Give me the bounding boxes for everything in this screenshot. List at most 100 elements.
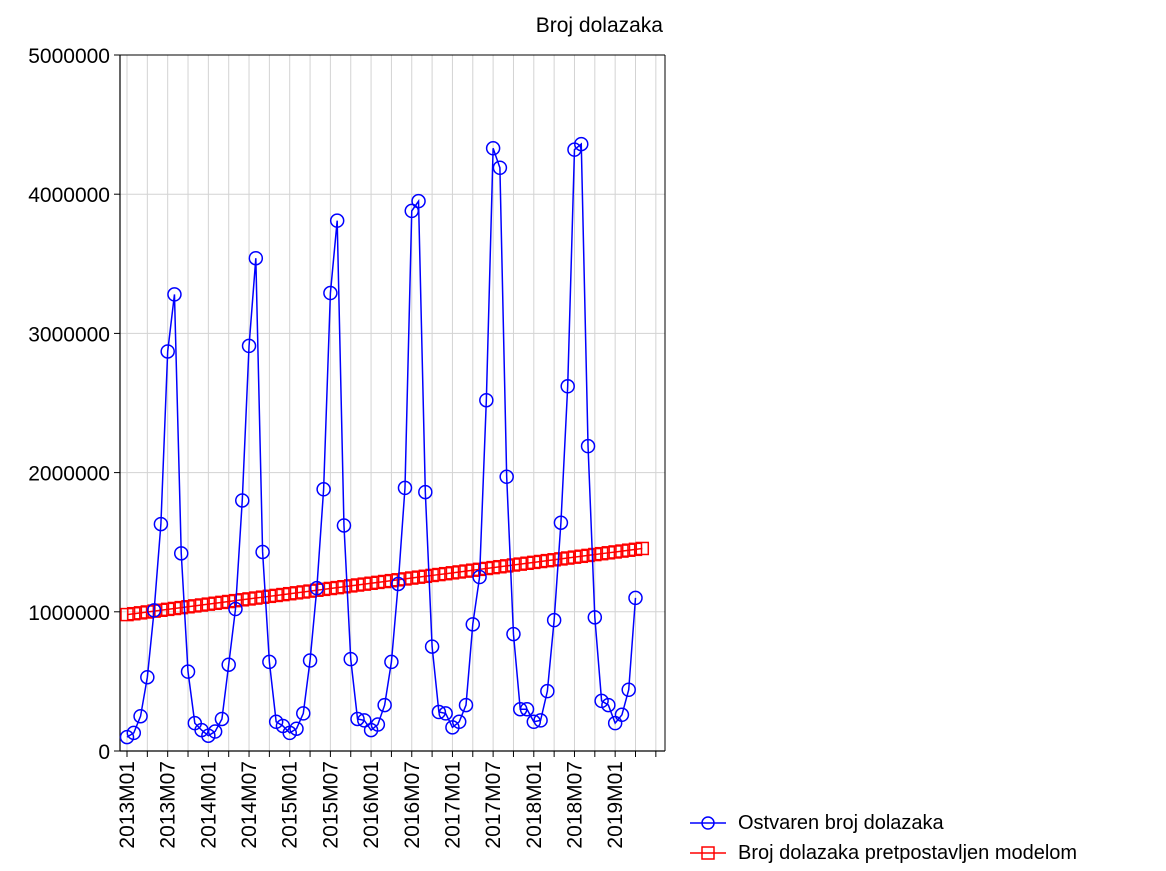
data-point-actual [370, 717, 386, 732]
data-point-model [262, 589, 277, 604]
series-line-model [126, 547, 643, 616]
data-point-actual [553, 515, 569, 530]
data-point-actual [621, 682, 636, 698]
data-point-model [411, 570, 426, 584]
data-point-model [418, 569, 433, 584]
data-point-model [635, 541, 650, 556]
data-point-actual [540, 683, 555, 699]
y-tick-label: 5000000 [28, 45, 110, 68]
data-point-model [364, 576, 378, 591]
data-point-model [547, 553, 561, 567]
data-point-actual [614, 707, 630, 723]
legend-label-actual: Ostvaren broj dolazaka [738, 811, 944, 834]
data-point-model [506, 558, 521, 572]
data-point-actual [587, 610, 603, 625]
data-point-model [201, 597, 216, 611]
x-tick-label: 2017M01 [441, 761, 464, 849]
data-point-actual [160, 344, 175, 359]
data-point-actual [146, 603, 162, 618]
data-point-actual [167, 287, 182, 302]
data-point-model [608, 545, 622, 559]
data-point-model [499, 559, 514, 573]
data-point-model [540, 553, 555, 568]
y-tick-label: 1000000 [28, 602, 110, 625]
data-point-model [154, 603, 168, 617]
data-point-model [133, 606, 148, 620]
data-point-actual [431, 704, 447, 720]
data-point-actual [329, 213, 345, 228]
data-point-model [377, 574, 392, 589]
data-point-model [357, 577, 372, 591]
legend-item-actual: Ostvaren broj dolazaka [688, 808, 1077, 838]
data-point-actual [140, 669, 155, 685]
data-point-model [242, 592, 256, 606]
data-point-model [513, 557, 527, 571]
data-point-actual [526, 714, 542, 730]
data-point-actual [343, 651, 358, 667]
y-tick-label: 3000000 [28, 323, 110, 346]
data-point-model [527, 555, 541, 570]
data-point-model [249, 591, 263, 605]
data-point-model [432, 567, 446, 582]
data-point-model [574, 549, 589, 564]
x-tick-label: 2019M01 [604, 761, 627, 849]
data-point-model [405, 571, 419, 585]
data-point-actual [560, 379, 575, 394]
data-point-actual [207, 724, 223, 739]
chart-title: Broj dolazaka [536, 14, 664, 37]
data-point-actual [458, 697, 474, 713]
data-point-actual [221, 657, 236, 672]
data-point-actual [451, 714, 467, 730]
y-tick-label: 0 [98, 741, 110, 764]
data-point-model [194, 598, 209, 612]
data-point-actual [479, 392, 494, 408]
data-point-actual [424, 639, 440, 654]
x-tick-label: 2015M07 [319, 761, 342, 849]
data-point-actual [153, 516, 169, 532]
data-point-model [269, 588, 283, 603]
data-point-actual [255, 544, 270, 560]
data-point-actual [411, 193, 426, 209]
data-point-actual [628, 590, 643, 606]
data-point-model [445, 566, 460, 580]
data-point-model [188, 599, 202, 613]
data-point-model [621, 543, 636, 557]
data-point-actual [323, 285, 338, 301]
data-point-model [330, 580, 344, 595]
data-point-actual [580, 438, 596, 454]
data-point-model [384, 573, 399, 588]
data-point-model [452, 565, 466, 579]
data-point-model [323, 581, 338, 596]
data-point-actual [241, 338, 257, 354]
data-point-actual [438, 706, 453, 721]
data-point-actual [350, 711, 365, 727]
data-point-actual [133, 708, 148, 724]
data-point-actual [173, 546, 189, 561]
data-point-model [371, 575, 385, 590]
data-point-model [289, 586, 304, 600]
data-point-model [459, 564, 473, 578]
ticks: 0 1000000 2000000 3000000 4000000 5000000 2013… [28, 45, 657, 849]
data-point-actual [126, 725, 142, 741]
data-point-actual [262, 654, 277, 670]
data-point-model [567, 550, 582, 564]
x-tick-label: 2017M07 [482, 761, 505, 849]
data-point-model [255, 590, 270, 604]
x-tick-label: 2015M01 [279, 761, 302, 849]
data-point-actual [336, 518, 352, 533]
data-point-model [296, 585, 311, 599]
data-point-model [120, 607, 134, 622]
x-tick-label: 2018M07 [563, 761, 586, 849]
data-point-model [615, 544, 629, 558]
data-point-actual [180, 664, 196, 679]
x-tick-label: 2018M01 [523, 761, 546, 849]
data-point-model [594, 546, 609, 561]
x-tick-label: 2013M01 [116, 761, 139, 849]
data-point-model [316, 582, 331, 597]
data-point-actual [316, 482, 331, 497]
legend: Ostvaren broj dolazaka Broj dolazaka pre… [688, 808, 1077, 868]
data-point-model [350, 578, 365, 592]
data-point-model [554, 552, 568, 566]
square-marker-icon [690, 846, 726, 860]
